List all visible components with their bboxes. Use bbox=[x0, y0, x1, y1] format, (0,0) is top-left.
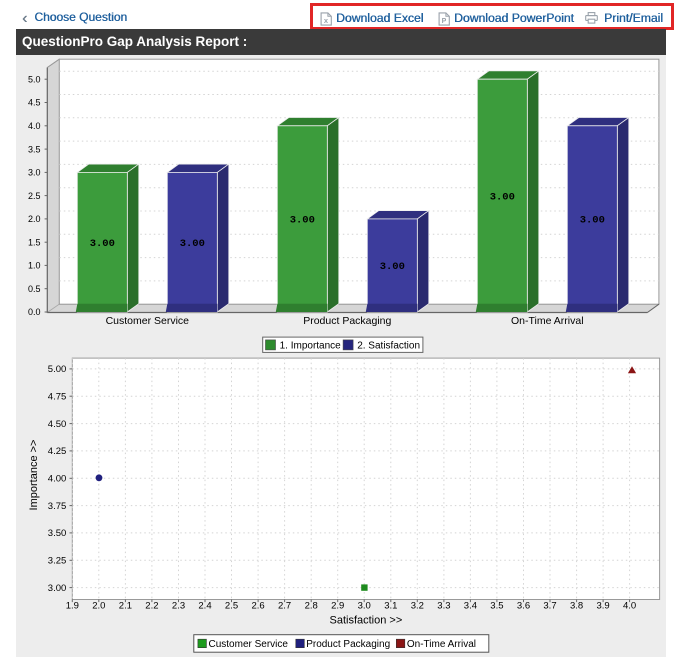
svg-text:2.9: 2.9 bbox=[331, 601, 344, 612]
svg-text:3.00: 3.00 bbox=[380, 261, 405, 273]
svg-text:1. Importance: 1. Importance bbox=[280, 341, 342, 352]
svg-text:2.2: 2.2 bbox=[145, 601, 158, 612]
svg-text:3.2: 3.2 bbox=[411, 601, 424, 612]
svg-text:2.8: 2.8 bbox=[305, 601, 318, 612]
svg-text:2.0: 2.0 bbox=[92, 601, 105, 612]
svg-text:3.6: 3.6 bbox=[517, 601, 530, 612]
svg-text:3.1: 3.1 bbox=[384, 601, 397, 612]
svg-text:2.4: 2.4 bbox=[198, 601, 211, 612]
svg-text:0.0: 0.0 bbox=[28, 307, 41, 317]
svg-text:3.00: 3.00 bbox=[180, 238, 205, 250]
svg-text:3.0: 3.0 bbox=[28, 168, 41, 178]
svg-text:1.9: 1.9 bbox=[66, 601, 79, 612]
svg-text:4.0: 4.0 bbox=[623, 601, 636, 612]
svg-text:3.7: 3.7 bbox=[543, 601, 556, 612]
svg-text:2. Satisfaction: 2. Satisfaction bbox=[357, 341, 420, 352]
svg-text:P: P bbox=[442, 18, 447, 25]
svg-text:1.5: 1.5 bbox=[28, 237, 41, 247]
svg-text:0.5: 0.5 bbox=[28, 284, 41, 294]
svg-text:Importance >>: Importance >> bbox=[28, 440, 40, 511]
svg-text:2.7: 2.7 bbox=[278, 601, 291, 612]
svg-text:3.9: 3.9 bbox=[596, 601, 609, 612]
svg-text:4.50: 4.50 bbox=[48, 419, 67, 430]
svg-text:3.00: 3.00 bbox=[90, 238, 115, 250]
svg-text:Customer Service: Customer Service bbox=[106, 315, 190, 327]
svg-text:5.0: 5.0 bbox=[28, 74, 41, 84]
svg-text:3.50: 3.50 bbox=[48, 528, 67, 539]
svg-text:x: x bbox=[324, 16, 329, 25]
svg-text:2.1: 2.1 bbox=[119, 601, 132, 612]
svg-text:Product Packaging: Product Packaging bbox=[306, 639, 390, 650]
svg-text:4.0: 4.0 bbox=[28, 121, 41, 131]
svg-text:2.3: 2.3 bbox=[172, 601, 185, 612]
svg-text:2.0: 2.0 bbox=[28, 214, 41, 224]
svg-text:Satisfaction >>: Satisfaction >> bbox=[330, 614, 403, 626]
svg-text:1.0: 1.0 bbox=[28, 261, 41, 271]
svg-text:3.3: 3.3 bbox=[437, 601, 450, 612]
svg-text:Product Packaging: Product Packaging bbox=[303, 315, 391, 327]
svg-text:3.8: 3.8 bbox=[570, 601, 583, 612]
svg-text:2.5: 2.5 bbox=[225, 601, 238, 612]
svg-text:3.4: 3.4 bbox=[464, 601, 477, 612]
svg-text:On-Time Arrival: On-Time Arrival bbox=[407, 639, 476, 650]
svg-text:4.00: 4.00 bbox=[48, 474, 67, 485]
svg-text:2.5: 2.5 bbox=[28, 191, 41, 201]
svg-text:3.00: 3.00 bbox=[490, 191, 515, 203]
svg-text:3.75: 3.75 bbox=[48, 501, 67, 512]
svg-text:3.5: 3.5 bbox=[28, 144, 41, 154]
svg-text:3.00: 3.00 bbox=[580, 215, 605, 227]
svg-text:4.75: 4.75 bbox=[48, 392, 67, 403]
svg-text:3.00: 3.00 bbox=[48, 583, 67, 594]
svg-text:3.5: 3.5 bbox=[490, 601, 503, 612]
svg-text:On-Time Arrival: On-Time Arrival bbox=[511, 315, 584, 327]
svg-text:3.00: 3.00 bbox=[290, 215, 315, 227]
svg-text:3.25: 3.25 bbox=[48, 556, 67, 567]
svg-text:4.5: 4.5 bbox=[28, 98, 41, 108]
svg-text:2.6: 2.6 bbox=[251, 601, 264, 612]
svg-text:4.25: 4.25 bbox=[48, 446, 67, 457]
svg-text:5.00: 5.00 bbox=[48, 364, 67, 375]
svg-text:3.0: 3.0 bbox=[358, 601, 371, 612]
svg-text:Customer Service: Customer Service bbox=[209, 639, 289, 650]
